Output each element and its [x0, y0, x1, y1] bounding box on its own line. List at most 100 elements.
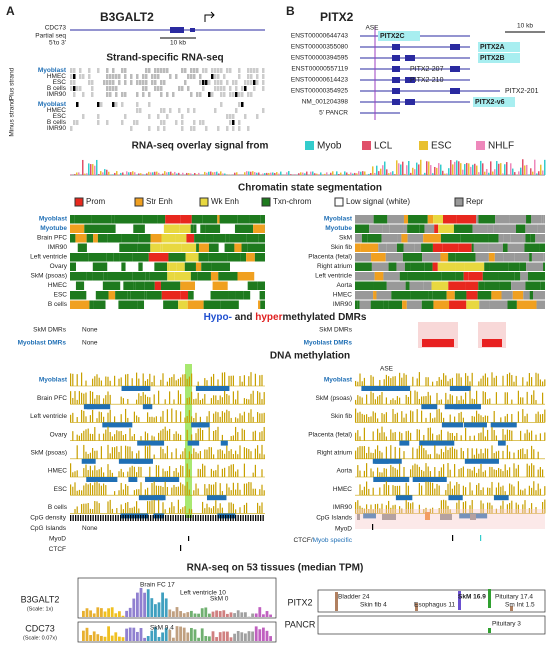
signal-bar: [426, 161, 428, 175]
unmethylated-block: [493, 495, 509, 501]
methylation-bar: [425, 377, 427, 386]
methylation-bar: [537, 411, 539, 423]
signal-bar: [216, 171, 218, 175]
methylation-bar: [98, 469, 100, 477]
methylation-bar: [78, 391, 80, 405]
chromatin-segment: [373, 281, 387, 290]
methylation-bar: [171, 502, 173, 514]
chromatin-segment: [464, 262, 485, 271]
chromatin-segment: [137, 300, 145, 309]
track-block: [151, 80, 154, 85]
strand-label: Minus strand: [9, 99, 16, 137]
signal-bar: [394, 174, 396, 175]
methylation-bar: [162, 448, 164, 459]
methylation-bar: [241, 428, 243, 441]
methylation-bar: [217, 508, 219, 514]
legend-label: NHLF: [488, 141, 514, 152]
methylation-bar: [94, 450, 96, 459]
track-block: [235, 92, 238, 97]
methylation-bar: [122, 472, 124, 477]
signal-bar: [268, 172, 270, 175]
methylation-bar: [133, 466, 135, 477]
methylation-bar: [127, 373, 129, 386]
methylation-bar: [213, 413, 215, 423]
signal-bar: [354, 172, 356, 175]
methylation-bar: [215, 470, 217, 477]
methylation-bar: [213, 431, 215, 441]
methylation-bar: [111, 508, 113, 514]
methylation-bar: [142, 373, 144, 386]
methylation-bar: [392, 485, 394, 496]
legend-label: ESC: [431, 141, 452, 152]
chromatin-segment: [382, 224, 390, 233]
chromatin-segment: [144, 281, 155, 290]
track-block: [163, 68, 166, 73]
cpg-tick: [155, 515, 157, 521]
methylation-bar: [396, 469, 398, 477]
chromatin-segment: [402, 253, 423, 262]
track-block: [124, 114, 127, 119]
track-block: [154, 80, 157, 85]
methylation-bar: [138, 393, 140, 405]
methylation-bar: [396, 412, 398, 423]
cpg-tick: [200, 515, 202, 521]
methylation-bar: [390, 429, 392, 441]
track-block: [214, 80, 217, 85]
methylation-bar: [520, 430, 522, 441]
tissue-bar: [182, 627, 186, 641]
methylation-bar: [133, 506, 135, 514]
methylation-bar: [186, 481, 188, 496]
methylation-bar: [136, 489, 138, 496]
chromatin-segment: [535, 234, 545, 243]
methylation-bar: [535, 490, 537, 496]
label-part: CTCF/: [293, 537, 312, 544]
signal-bar: [540, 164, 542, 175]
methylation-bar: [197, 392, 199, 405]
tissue-bar: [211, 611, 215, 617]
tissue-annotation: Pituitary 17.4: [495, 594, 533, 601]
chromatin-segment: [386, 281, 406, 290]
methylation-bar: [246, 502, 248, 514]
methylation-bar: [383, 379, 385, 386]
signal-bar: [112, 174, 114, 175]
methylation-bar: [259, 375, 261, 386]
methylation-bar: [149, 501, 151, 514]
methylation-bar: [394, 485, 396, 496]
methylation-bar: [248, 481, 250, 496]
track-block: [199, 120, 202, 125]
cpg-tick: [100, 515, 102, 521]
methylation-bar: [230, 449, 232, 459]
methylation-bar: [478, 433, 480, 441]
track-block: [214, 108, 217, 113]
chromatin-segment: [421, 300, 434, 309]
methylation-bar: [379, 379, 381, 386]
methylation-bar: [491, 466, 493, 477]
row-label: B cells: [48, 504, 68, 511]
tissue-bar: [182, 613, 186, 617]
methylation-bar: [237, 454, 239, 459]
signal-bar: [520, 167, 522, 175]
transcript-id: ENST00000644743: [291, 33, 348, 40]
chromatin-segment: [250, 291, 260, 300]
methylation-bar: [237, 482, 239, 496]
chromatin-segment: [508, 262, 520, 271]
methylation-bar: [405, 394, 407, 405]
cell-line-label: Myoblast: [38, 101, 67, 108]
chromatin-segment: [488, 243, 503, 252]
methylation-bar: [385, 468, 387, 477]
chromatin-segment: [503, 234, 511, 243]
chromatin-segment: [102, 281, 121, 290]
legend-label: Low signal (white): [346, 197, 410, 206]
tissue-bar: [197, 637, 200, 641]
methylation-bar: [511, 484, 513, 496]
legend-label: Txn-chrom: [273, 197, 312, 206]
signal-bar: [190, 173, 192, 175]
methylation-bar: [204, 394, 206, 405]
legend-label: Str Enh: [146, 197, 173, 206]
methylation-bar: [522, 448, 524, 459]
chromatin-segment: [525, 234, 531, 243]
cell-line-label: IMR90: [47, 125, 67, 132]
chromatin-segment: [414, 243, 422, 252]
methylation-bar: [175, 486, 177, 496]
methylation-bar: [522, 409, 524, 423]
